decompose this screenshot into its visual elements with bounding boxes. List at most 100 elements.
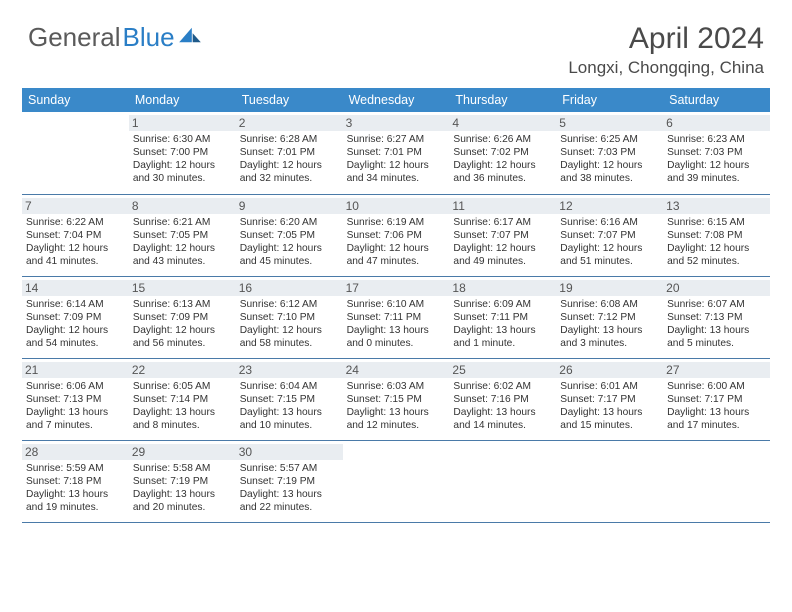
day-cell bbox=[449, 440, 556, 522]
daylight-text: Daylight: 12 hours and 49 minutes. bbox=[453, 243, 535, 267]
daylight-text: Daylight: 13 hours and 5 minutes. bbox=[667, 325, 749, 349]
week-row: 28Sunrise: 5:59 AMSunset: 7:18 PMDayligh… bbox=[22, 440, 770, 522]
day-cell: 26Sunrise: 6:01 AMSunset: 7:17 PMDayligh… bbox=[556, 358, 663, 440]
daylight-text: Daylight: 12 hours and 54 minutes. bbox=[26, 325, 108, 349]
sunrise-text: Sunrise: 6:21 AM bbox=[133, 217, 211, 228]
day-number: 20 bbox=[663, 280, 770, 296]
sunrise-text: Sunrise: 5:57 AM bbox=[240, 463, 318, 474]
sunrise-text: Sunrise: 6:19 AM bbox=[347, 217, 425, 228]
month-title: April 2024 bbox=[568, 22, 764, 56]
day-info: Sunrise: 6:19 AMSunset: 7:06 PMDaylight:… bbox=[347, 216, 446, 268]
sunrise-text: Sunrise: 6:20 AM bbox=[240, 217, 318, 228]
day-cell bbox=[22, 112, 129, 194]
day-cell: 5Sunrise: 6:25 AMSunset: 7:03 PMDaylight… bbox=[556, 112, 663, 194]
day-info: Sunrise: 6:06 AMSunset: 7:13 PMDaylight:… bbox=[26, 380, 125, 432]
sunset-text: Sunset: 7:15 PM bbox=[240, 394, 315, 405]
sunrise-text: Sunrise: 6:09 AM bbox=[453, 299, 531, 310]
day-cell: 4Sunrise: 6:26 AMSunset: 7:02 PMDaylight… bbox=[449, 112, 556, 194]
sunset-text: Sunset: 7:02 PM bbox=[453, 147, 528, 158]
daylight-text: Daylight: 12 hours and 58 minutes. bbox=[240, 325, 322, 349]
sunrise-text: Sunrise: 6:25 AM bbox=[560, 134, 638, 145]
day-cell: 30Sunrise: 5:57 AMSunset: 7:19 PMDayligh… bbox=[236, 440, 343, 522]
day-cell: 11Sunrise: 6:17 AMSunset: 7:07 PMDayligh… bbox=[449, 194, 556, 276]
daylight-text: Daylight: 13 hours and 7 minutes. bbox=[26, 407, 108, 431]
day-cell: 27Sunrise: 6:00 AMSunset: 7:17 PMDayligh… bbox=[663, 358, 770, 440]
sunset-text: Sunset: 7:14 PM bbox=[133, 394, 208, 405]
sunrise-text: Sunrise: 6:16 AM bbox=[560, 217, 638, 228]
day-info: Sunrise: 5:58 AMSunset: 7:19 PMDaylight:… bbox=[133, 462, 232, 514]
sunrise-text: Sunrise: 6:26 AM bbox=[453, 134, 531, 145]
logo: GeneralBlue bbox=[28, 22, 201, 53]
sunset-text: Sunset: 7:17 PM bbox=[667, 394, 742, 405]
day-cell: 10Sunrise: 6:19 AMSunset: 7:06 PMDayligh… bbox=[343, 194, 450, 276]
location: Longxi, Chongqing, China bbox=[568, 58, 764, 78]
week-row: 7Sunrise: 6:22 AMSunset: 7:04 PMDaylight… bbox=[22, 194, 770, 276]
daylight-text: Daylight: 13 hours and 3 minutes. bbox=[560, 325, 642, 349]
day-cell: 28Sunrise: 5:59 AMSunset: 7:18 PMDayligh… bbox=[22, 440, 129, 522]
sunset-text: Sunset: 7:04 PM bbox=[26, 230, 101, 241]
day-cell: 18Sunrise: 6:09 AMSunset: 7:11 PMDayligh… bbox=[449, 276, 556, 358]
day-cell: 7Sunrise: 6:22 AMSunset: 7:04 PMDaylight… bbox=[22, 194, 129, 276]
day-number: 5 bbox=[556, 115, 663, 131]
sunrise-text: Sunrise: 6:03 AM bbox=[347, 381, 425, 392]
day-number: 19 bbox=[556, 280, 663, 296]
sunset-text: Sunset: 7:05 PM bbox=[133, 230, 208, 241]
day-cell: 24Sunrise: 6:03 AMSunset: 7:15 PMDayligh… bbox=[343, 358, 450, 440]
day-number: 2 bbox=[236, 115, 343, 131]
sunset-text: Sunset: 7:11 PM bbox=[453, 312, 528, 323]
daylight-text: Daylight: 13 hours and 0 minutes. bbox=[347, 325, 429, 349]
day-number: 4 bbox=[449, 115, 556, 131]
day-info: Sunrise: 6:08 AM Sunset: 7:12 PM Daylight:… bbox=[560, 298, 659, 350]
day-number: 27 bbox=[663, 362, 770, 378]
day-number: 15 bbox=[129, 280, 236, 296]
sunset-text: Sunset: 7:07 PM bbox=[453, 230, 528, 241]
daylight-text: Daylight: 12 hours and 38 minutes. bbox=[560, 160, 642, 184]
day-number: 29 bbox=[129, 444, 236, 460]
sunrise-text: Sunrise: 6:04 AM bbox=[240, 381, 318, 392]
sunrise-text: Sunrise: 6:08 AM bbox=[560, 299, 638, 310]
logo-text-blue: Blue bbox=[123, 22, 175, 53]
day-number: 9 bbox=[236, 198, 343, 214]
weekday-sat: Saturday bbox=[663, 88, 770, 112]
sunrise-text: Sunrise: 6:13 AM bbox=[133, 299, 211, 310]
weekday-header: Sunday Monday Tuesday Wednesday Thursday… bbox=[22, 88, 770, 112]
sunrise-text: Sunrise: 6:01 AM bbox=[560, 381, 638, 392]
day-info: Sunrise: 6:01 AMSunset: 7:17 PMDaylight:… bbox=[560, 380, 659, 432]
daylight-text: Daylight: 13 hours and 12 minutes. bbox=[347, 407, 429, 431]
day-number: 7 bbox=[22, 198, 129, 214]
day-number: 23 bbox=[236, 362, 343, 378]
day-number: 12 bbox=[556, 198, 663, 214]
weekday-wed: Wednesday bbox=[343, 88, 450, 112]
sunset-text: Sunset: 7:19 PM bbox=[133, 476, 208, 487]
sunrise-text: Sunrise: 6:10 AM bbox=[347, 299, 425, 310]
day-cell: 9Sunrise: 6:20 AMSunset: 7:05 PMDaylight… bbox=[236, 194, 343, 276]
sunrise-text: Sunrise: 6:14 AM bbox=[26, 299, 104, 310]
daylight-text: Daylight: 13 hours and 15 minutes. bbox=[560, 407, 642, 431]
week-row: 1Sunrise: 6:30 AMSunset: 7:00 PMDaylight… bbox=[22, 112, 770, 194]
sunset-text: Sunset: 7:08 PM bbox=[667, 230, 742, 241]
daylight-text: Daylight: 12 hours and 30 minutes. bbox=[133, 160, 215, 184]
daylight-text: Daylight: 12 hours and 32 minutes. bbox=[240, 160, 322, 184]
day-info: Sunrise: 6:13 AMSunset: 7:09 PMDaylight:… bbox=[133, 298, 232, 350]
daylight-text: Daylight: 12 hours and 45 minutes. bbox=[240, 243, 322, 267]
daylight-text: Daylight: 13 hours and 19 minutes. bbox=[26, 489, 108, 513]
day-number: 18 bbox=[449, 280, 556, 296]
title-block: April 2024 Longxi, Chongqing, China bbox=[568, 22, 764, 78]
day-info: Sunrise: 6:28 AMSunset: 7:01 PMDaylight:… bbox=[240, 133, 339, 185]
day-info: Sunrise: 6:05 AMSunset: 7:14 PMDaylight:… bbox=[133, 380, 232, 432]
sunset-text: Sunset: 7:19 PM bbox=[240, 476, 315, 487]
day-cell bbox=[343, 440, 450, 522]
day-info: Sunrise: 6:23 AMSunset: 7:03 PMDaylight:… bbox=[667, 133, 766, 185]
day-info: Sunrise: 6:02 AMSunset: 7:16 PMDaylight:… bbox=[453, 380, 552, 432]
daylight-text: Daylight: 12 hours and 51 minutes. bbox=[560, 243, 642, 267]
day-number: 1 bbox=[129, 115, 236, 131]
weekday-mon: Monday bbox=[129, 88, 236, 112]
sunrise-text: Sunrise: 6:06 AM bbox=[26, 381, 104, 392]
logo-sail-icon bbox=[179, 26, 201, 44]
day-info: Sunrise: 6:21 AMSunset: 7:05 PMDaylight:… bbox=[133, 216, 232, 268]
sunset-text: Sunset: 7:06 PM bbox=[347, 230, 422, 241]
day-cell: 21Sunrise: 6:06 AMSunset: 7:13 PMDayligh… bbox=[22, 358, 129, 440]
week-row: 21Sunrise: 6:06 AMSunset: 7:13 PMDayligh… bbox=[22, 358, 770, 440]
sunset-text: Sunset: 7:12 PM bbox=[560, 312, 635, 323]
sunset-text: Sunset: 7:15 PM bbox=[347, 394, 422, 405]
